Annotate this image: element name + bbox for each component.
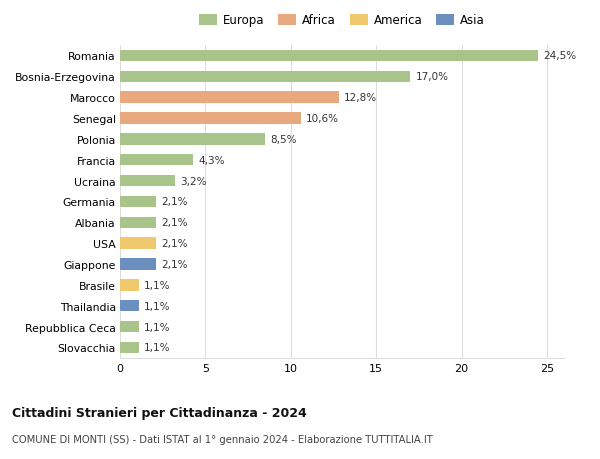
Bar — [120, 238, 156, 249]
Bar — [120, 92, 338, 104]
Bar — [120, 72, 410, 83]
Text: COMUNE DI MONTI (SS) - Dati ISTAT al 1° gennaio 2024 - Elaborazione TUTTITALIA.I: COMUNE DI MONTI (SS) - Dati ISTAT al 1° … — [12, 434, 433, 444]
Bar — [120, 342, 139, 353]
Bar — [120, 113, 301, 124]
Legend: Europa, Africa, America, Asia: Europa, Africa, America, Asia — [199, 14, 485, 27]
Text: 2,1%: 2,1% — [161, 239, 187, 249]
Bar — [120, 134, 265, 145]
Text: 2,1%: 2,1% — [161, 197, 187, 207]
Bar — [120, 155, 193, 166]
Text: 10,6%: 10,6% — [306, 114, 339, 124]
Text: 12,8%: 12,8% — [344, 93, 377, 103]
Bar — [120, 50, 538, 62]
Bar — [120, 321, 139, 332]
Text: 3,2%: 3,2% — [180, 176, 206, 186]
Text: 1,1%: 1,1% — [144, 322, 170, 332]
Text: Cittadini Stranieri per Cittadinanza - 2024: Cittadini Stranieri per Cittadinanza - 2… — [12, 406, 307, 419]
Bar — [120, 196, 156, 207]
Text: 17,0%: 17,0% — [415, 72, 448, 82]
Text: 1,1%: 1,1% — [144, 301, 170, 311]
Text: 1,1%: 1,1% — [144, 342, 170, 353]
Bar — [120, 217, 156, 229]
Bar — [120, 280, 139, 291]
Text: 4,3%: 4,3% — [199, 155, 225, 165]
Text: 2,1%: 2,1% — [161, 259, 187, 269]
Text: 1,1%: 1,1% — [144, 280, 170, 290]
Text: 8,5%: 8,5% — [270, 134, 297, 145]
Text: 24,5%: 24,5% — [544, 51, 577, 62]
Bar — [120, 175, 175, 187]
Bar — [120, 259, 156, 270]
Bar — [120, 300, 139, 312]
Text: 2,1%: 2,1% — [161, 218, 187, 228]
